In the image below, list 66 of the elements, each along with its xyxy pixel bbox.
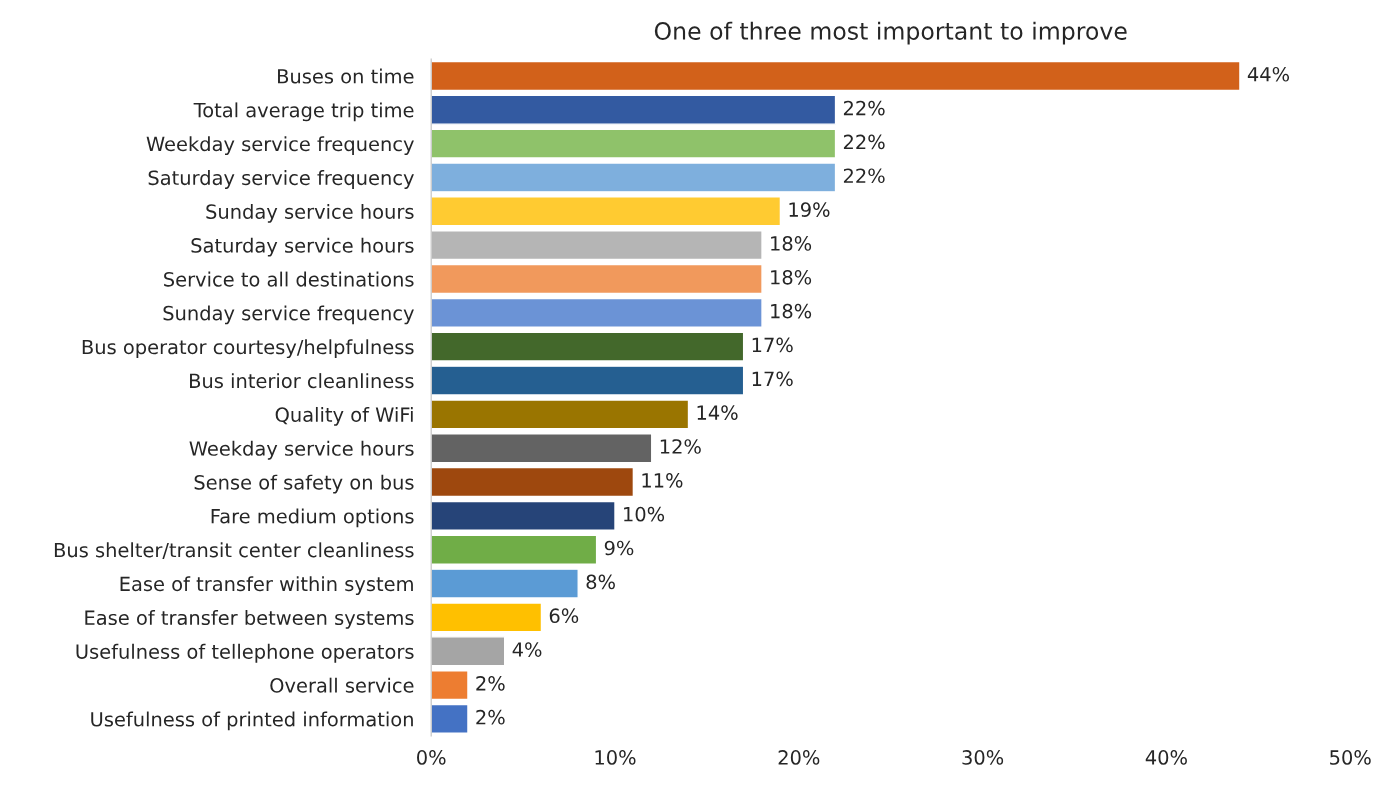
data-label: 22%	[843, 168, 885, 184]
y-tick-label: Weekday service frequency	[146, 136, 414, 156]
y-tick-label: Weekday service hours	[189, 440, 414, 460]
data-label: 2%	[476, 709, 505, 725]
data-label: 4%	[512, 642, 542, 657]
y-tick-label: Sense of safety on bus	[194, 474, 414, 494]
y-tick-label: Quality of WiFi	[275, 406, 413, 426]
data-label: 8%	[586, 574, 615, 590]
x-tick-label: 0%	[417, 750, 446, 765]
y-tick-label: Fare medium options	[211, 508, 414, 528]
bar	[431, 297, 763, 328]
x-tick-label: 40%	[1145, 750, 1187, 765]
bar	[431, 60, 1241, 92]
data-label: 22%	[843, 100, 885, 116]
y-tick-label: Total average trip time	[193, 102, 414, 122]
y-tick-label: Sunday service frequency	[163, 305, 414, 325]
bar	[431, 670, 469, 701]
data-label: 44%	[1247, 66, 1290, 82]
data-label: 18%	[771, 236, 812, 251]
data-label: 12%	[660, 439, 701, 454]
y-tick-label: Usefulness of tellephone operators	[76, 643, 414, 663]
data-label: 18%	[771, 303, 812, 319]
y-tick-label: Usefulness of printed information	[91, 711, 413, 731]
y-tick-label: Saturday service frequency	[148, 170, 414, 189]
data-label: 22%	[843, 134, 885, 150]
bar	[431, 263, 763, 295]
y-tick-label: Bus operator courtesy/helpfulness	[82, 339, 414, 359]
y-tick-label: Overall service	[270, 677, 414, 693]
data-label: 11%	[642, 472, 683, 488]
bar	[431, 162, 837, 193]
data-label: 14%	[697, 405, 738, 420]
bar	[431, 500, 616, 531]
y-tick-label: Bus interior cleanliness	[190, 373, 414, 389]
bar	[431, 365, 745, 396]
data-label: 17%	[752, 337, 793, 353]
bar	[431, 433, 653, 464]
x-tick-label: 50%	[1330, 750, 1371, 765]
bar	[431, 331, 745, 362]
bar	[431, 94, 837, 125]
bar	[431, 196, 782, 227]
bar	[431, 128, 837, 159]
data-label: 10%	[624, 506, 665, 522]
y-tick-label: Bus shelter/transit center cleanliness	[54, 542, 414, 559]
y-tick-label: Saturday service hours	[191, 237, 414, 257]
x-tick-label: 20%	[778, 750, 820, 765]
y-tick-label: Service to all destinations	[164, 271, 414, 287]
data-label: 19%	[789, 202, 830, 217]
bar	[431, 568, 579, 599]
data-label: 17%	[752, 371, 793, 387]
y-tick-label: Sunday service hours	[206, 203, 414, 223]
y-tick-label: Ease of transfer within system	[120, 576, 413, 595]
bar	[431, 534, 598, 565]
y-tick-label: Buses on time	[278, 68, 414, 84]
chart-title: One of three most important to improve	[654, 21, 1127, 45]
bar	[431, 703, 469, 735]
data-label: 9%	[604, 540, 634, 556]
y-tick-label: Ease of transfer between systems	[85, 610, 414, 629]
data-label: 2%	[476, 676, 505, 691]
bar	[431, 602, 543, 633]
x-tick-label: 30%	[962, 750, 1004, 765]
bar	[431, 636, 506, 667]
bar	[431, 399, 690, 430]
bar	[431, 466, 635, 498]
data-label: 6%	[549, 608, 579, 624]
data-label: 18%	[771, 269, 812, 285]
x-tick-label: 10%	[595, 750, 636, 765]
